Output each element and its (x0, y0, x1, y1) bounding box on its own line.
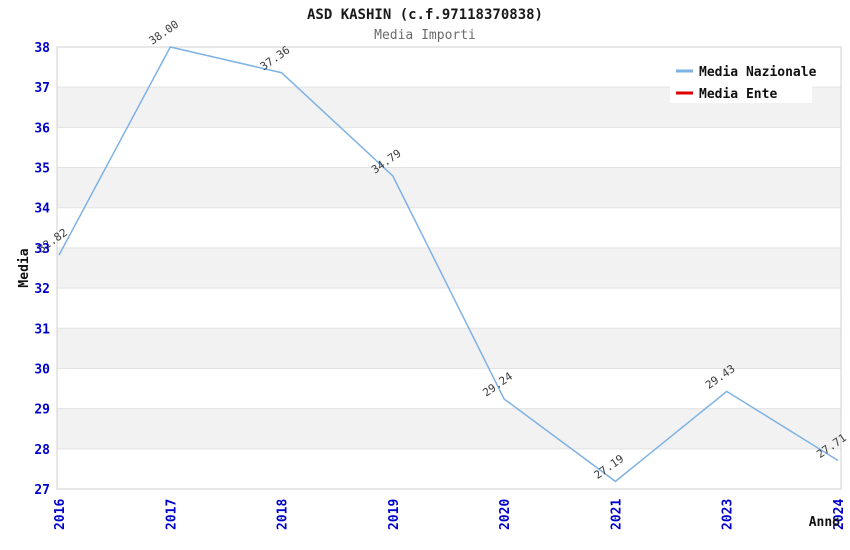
x-axis-title: Anno (809, 515, 840, 530)
legend: Media Nazionale Media Ente (670, 50, 817, 103)
x-tick-label: 2016 (53, 499, 68, 530)
plot-band (57, 167, 841, 208)
y-tick-label: 29 (34, 403, 50, 418)
data-label: 37.36 (258, 44, 293, 74)
y-tick-label: 32 (34, 282, 50, 297)
chart-title: ASD KASHIN (c.f.97118370838) (307, 7, 543, 23)
y-tick-label: 33 (34, 242, 50, 257)
x-tick-label: 2017 (164, 499, 179, 530)
plot-band (57, 247, 841, 289)
y-tick-label: 31 (34, 322, 50, 337)
legend-label-media-nazionale: Media Nazionale (699, 65, 817, 80)
y-axis-tick-labels: 27 28 29 30 31 32 33 34 35 36 37 38 (34, 41, 50, 498)
series-lines (58, 46, 839, 483)
data-label: 29.24 (480, 370, 515, 400)
x-axis-tick-labels: 2016 2017 2018 2019 2020 2021 2023 2024 (53, 499, 847, 530)
plot-band (57, 408, 841, 449)
x-tick-label: 2021 (609, 499, 624, 530)
series-line-media-nazionale (58, 46, 839, 483)
chart-subtitle: Media Importi (374, 28, 476, 43)
y-tick-label: 38 (34, 41, 50, 56)
y-tick-label: 37 (34, 81, 50, 96)
x-tick-label: 2018 (276, 499, 291, 530)
y-tick-label: 27 (34, 483, 50, 498)
data-label: 38.00 (147, 18, 182, 48)
y-tick-label: 34 (34, 202, 50, 217)
plot-bands (57, 87, 841, 449)
x-tick-label: 2020 (498, 499, 513, 530)
legend-label-media-ente: Media Ente (699, 87, 777, 102)
y-tick-label: 30 (34, 362, 50, 377)
plot-band (57, 328, 841, 369)
x-tick-label: 2023 (721, 499, 736, 530)
y-axis-title: Media (17, 248, 32, 287)
legend-background (670, 50, 812, 103)
y-tick-label: 28 (34, 443, 50, 458)
x-tick-label: 2019 (387, 499, 402, 530)
y-tick-label: 35 (34, 162, 50, 177)
y-tick-label: 36 (34, 121, 50, 136)
plot-border (56, 46, 842, 490)
x-tick-label: 2024 (832, 499, 847, 530)
